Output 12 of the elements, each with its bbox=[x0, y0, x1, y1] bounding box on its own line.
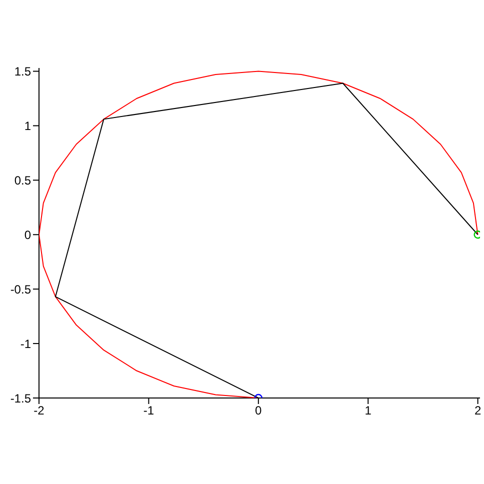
y-tick-label: 0 bbox=[24, 228, 32, 242]
y-tick-label: 1 bbox=[24, 118, 32, 133]
x-tick-label: -1 bbox=[143, 404, 154, 418]
x-tick-label: 2 bbox=[474, 404, 482, 418]
x-tick-label: 1 bbox=[364, 404, 372, 418]
x-tick-label: 0 bbox=[255, 404, 262, 418]
y-tick-label: 1.5 bbox=[14, 64, 32, 79]
y-tick-label: -1 bbox=[20, 336, 32, 351]
y-tick-label: -1.5 bbox=[10, 391, 32, 406]
y-tick-label: 0.5 bbox=[14, 173, 32, 188]
x-tick-label: -2 bbox=[34, 404, 45, 418]
y-tick-label: -0.5 bbox=[10, 282, 32, 296]
